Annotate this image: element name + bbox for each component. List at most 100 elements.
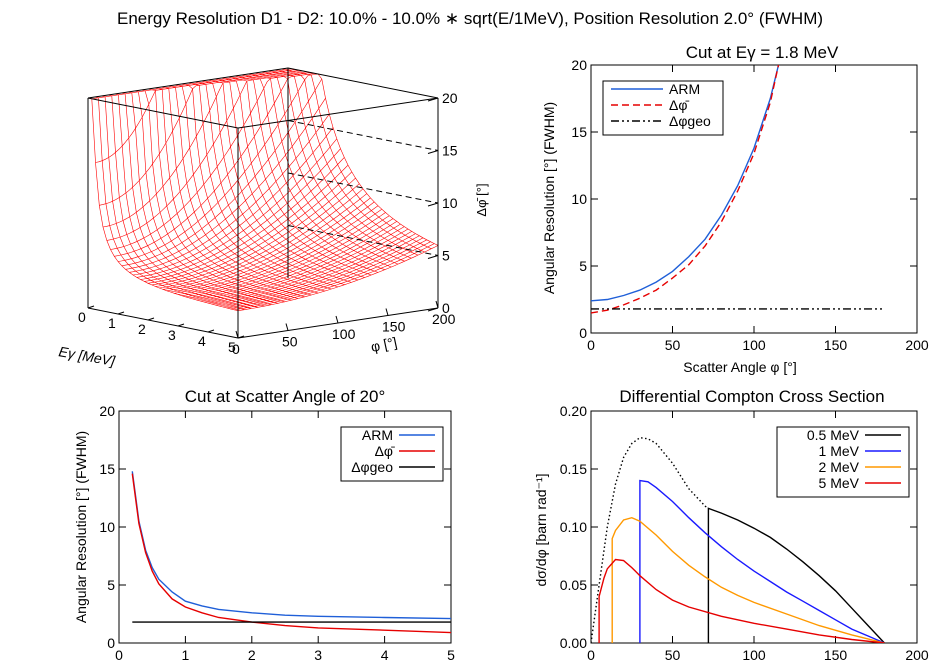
surface-y-tick-label: 0 bbox=[232, 341, 240, 357]
surface-mesh-line bbox=[207, 79, 359, 281]
cut_angle-legend bbox=[340, 426, 444, 482]
cut_angle-legend-label: ARM bbox=[362, 427, 393, 443]
cut_angle-legend-label: Δφgeo bbox=[351, 459, 393, 475]
cut_energy-x-tick-label: 50 bbox=[665, 337, 681, 353]
surface-y-tick bbox=[385, 308, 389, 316]
surface-z-tick-label: 20 bbox=[442, 90, 458, 106]
surface-mesh-line bbox=[101, 95, 252, 309]
cut_angle-x-tick-label: 4 bbox=[381, 647, 389, 663]
surface-x-tick-label: 0 bbox=[78, 309, 86, 325]
surface-y-tick-label: 200 bbox=[432, 311, 456, 327]
cross_section-legend-label: 2 MeV bbox=[819, 459, 860, 475]
cut_energy-legend-label: Δφ̄ bbox=[669, 97, 689, 113]
cut_energy-legend-label: Δφgeo bbox=[669, 113, 711, 129]
surface-x-label: Eγ [MeV] bbox=[57, 343, 117, 369]
surface-mesh-line bbox=[221, 77, 372, 276]
angle-cut-title: Cut at Scatter Angle of 20° bbox=[185, 387, 386, 406]
surface-mesh-line bbox=[121, 92, 272, 305]
surface-mesh-line bbox=[241, 74, 392, 268]
surface-mesh-line bbox=[174, 84, 325, 292]
surface-z-tick bbox=[427, 150, 439, 154]
surface-y-tick bbox=[235, 330, 239, 339]
cross_section-x-tick-label: 200 bbox=[905, 647, 929, 663]
surface-mesh-line bbox=[127, 91, 279, 304]
energy-cut-x-label: Scatter Angle φ [°] bbox=[683, 359, 797, 375]
surface-y-tick bbox=[285, 323, 289, 331]
cut_angle-x-tick-label: 0 bbox=[115, 647, 123, 663]
surface-y-tick bbox=[435, 300, 439, 309]
surface-mesh-line bbox=[114, 93, 265, 307]
cut_energy-y-tick-label: 0 bbox=[579, 325, 587, 341]
surface-frame-edge bbox=[287, 67, 439, 99]
cross_section-legend-label: 1 MeV bbox=[819, 443, 860, 459]
cross_section-y-tick-label: 0.20 bbox=[560, 403, 587, 419]
surface-mesh-line bbox=[107, 94, 259, 308]
surface-mesh-line bbox=[261, 71, 412, 259]
surface-x-tick-label: 4 bbox=[198, 333, 206, 349]
surface-frame bbox=[87, 67, 439, 339]
cross_section-x-tick-label: 0 bbox=[587, 647, 595, 663]
cross_section-series-line-2 bbox=[611, 516, 885, 643]
surface-y-label: φ [°] bbox=[369, 334, 398, 355]
cut_angle-x-tick-label: 5 bbox=[447, 647, 455, 663]
surface-mesh-line bbox=[227, 76, 379, 273]
surface-mesh-line bbox=[161, 86, 312, 296]
surface-z-tick bbox=[427, 255, 439, 259]
cross_section-series-line-3 bbox=[598, 558, 885, 643]
surface-z-gridline bbox=[287, 225, 439, 256]
surface-x-tick bbox=[117, 311, 125, 315]
surface-mesh-line bbox=[181, 208, 382, 296]
cross_section-y-tick-label: 0.10 bbox=[560, 519, 587, 535]
surface-z-tick-label: 15 bbox=[442, 143, 458, 159]
energy-cut-y-label: Angular Resolution [°] (FWHM) bbox=[541, 102, 557, 294]
surface-x-tick bbox=[207, 329, 215, 333]
cut_angle-y-tick-label: 5 bbox=[107, 577, 115, 593]
figure-title: Energy Resolution D1 - D2: 10.0% - 10.0%… bbox=[117, 9, 823, 28]
surface-mesh-line bbox=[141, 89, 292, 301]
surface-z-gridline bbox=[287, 172, 439, 204]
surface-y-tick-label: 50 bbox=[282, 334, 298, 350]
surface-mesh-line bbox=[151, 171, 353, 286]
cross_section-legend-label: 5 MeV bbox=[819, 475, 860, 491]
surface-mesh-line bbox=[201, 80, 352, 283]
surface-mesh-line bbox=[87, 97, 239, 311]
cross_section-x-tick-label: 50 bbox=[665, 647, 681, 663]
surface-frame-edge bbox=[87, 307, 239, 339]
cross_section-x-tick-label: 150 bbox=[824, 647, 848, 663]
cut_angle-legend-label: Δφ̄ bbox=[375, 443, 395, 459]
cut_energy-legend bbox=[602, 80, 724, 136]
cross_section-envelope-line bbox=[591, 436, 709, 643]
cut_angle-x-tick-label: 3 bbox=[314, 647, 322, 663]
surface-mesh-line bbox=[166, 193, 367, 292]
cross-section-y-label: dσ/dφ [barn rad⁻¹] bbox=[533, 473, 549, 586]
cut_energy-x-tick-label: 0 bbox=[587, 337, 595, 353]
surface-mesh bbox=[87, 67, 439, 311]
surface-z-tick bbox=[427, 97, 439, 102]
cut_angle-x-tick-label: 2 bbox=[248, 647, 256, 663]
surface-mesh-line bbox=[147, 88, 299, 299]
cross_section-y-tick-label: 0.05 bbox=[560, 577, 587, 593]
surface-mesh-line bbox=[144, 157, 345, 282]
cut_angle-series-line-1 bbox=[131, 473, 451, 634]
surface-mesh-line bbox=[194, 81, 345, 285]
surface-x-tick bbox=[87, 305, 95, 309]
energy-cut-panel: Cut at Eγ = 1.8 MeV Angular Resolution [… bbox=[541, 43, 929, 375]
cut_angle-y-tick-label: 10 bbox=[99, 519, 115, 535]
surface-z-tick-label: 0 bbox=[442, 300, 450, 316]
surface-mesh-line bbox=[254, 72, 405, 262]
surface-mesh-line bbox=[94, 96, 245, 310]
energy-cut-title: Cut at Eγ = 1.8 MeV bbox=[686, 43, 839, 62]
cut_angle-y-tick-label: 15 bbox=[99, 461, 115, 477]
surface-y-tick bbox=[335, 315, 339, 324]
cross_section-series-line-1 bbox=[639, 479, 885, 643]
angle-cut-panel: Cut at Scatter Angle of 20° Angular Reso… bbox=[73, 387, 455, 663]
cross_section-series-line-0 bbox=[707, 507, 885, 643]
surface-x-tick bbox=[177, 323, 185, 327]
surface-mesh-line bbox=[167, 85, 319, 294]
surface-frame-edge bbox=[87, 97, 239, 129]
surface-mesh-line bbox=[274, 69, 425, 253]
cross_section-x-tick-label: 100 bbox=[742, 647, 766, 663]
